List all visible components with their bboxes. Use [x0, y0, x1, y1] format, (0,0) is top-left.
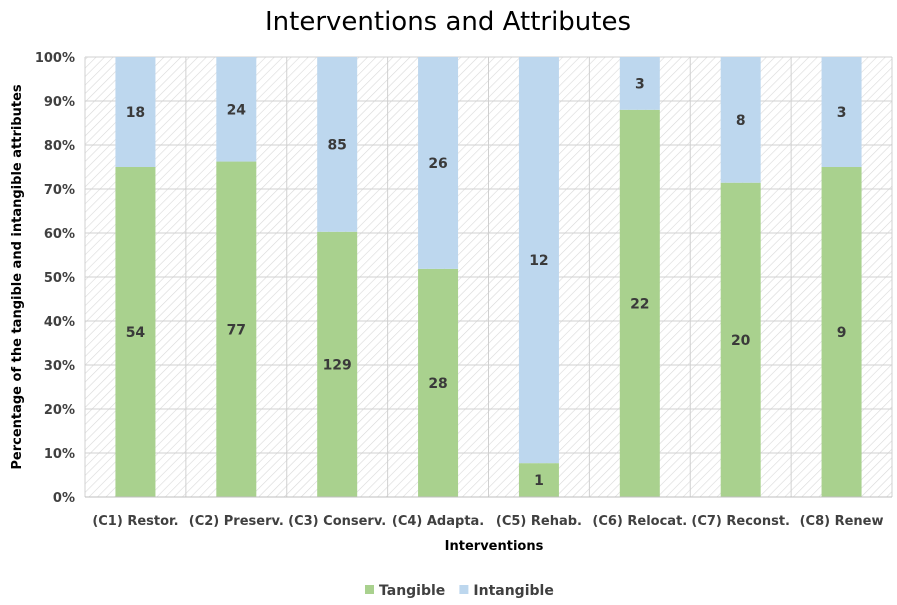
legend-swatch	[459, 585, 469, 594]
bar-tangible	[115, 167, 156, 497]
y-tick-label: 30%	[44, 359, 75, 374]
data-label: 12	[529, 253, 548, 269]
x-tick-label: (C2) Preserv.	[189, 514, 284, 529]
x-tick-label: (C6) Relocat.	[592, 514, 687, 529]
legend-label: Tangible	[379, 583, 445, 599]
bar-tangible	[821, 167, 862, 497]
bar-intangible	[821, 57, 862, 167]
bar-intangible	[720, 57, 761, 183]
legend-label: Intangible	[473, 583, 553, 599]
data-label: 18	[126, 105, 145, 121]
bar-tangible	[418, 268, 459, 497]
data-label: 3	[635, 76, 645, 92]
data-label: 8	[736, 113, 746, 129]
y-tick-label: 20%	[44, 403, 75, 418]
data-label: 85	[327, 137, 346, 153]
legend: Tangible Intangible	[365, 583, 554, 599]
data-label: 24	[227, 102, 247, 118]
data-label: 28	[428, 376, 447, 392]
y-tick-label: 40%	[44, 315, 75, 330]
data-label: 129	[323, 357, 352, 373]
bar-tangible	[720, 182, 761, 497]
bar-intangible	[317, 57, 358, 232]
bar-tangible	[518, 463, 559, 497]
bar-intangible	[418, 57, 459, 269]
y-tick-label: 10%	[44, 447, 75, 462]
bar-tangible	[317, 231, 358, 497]
bar-intangible	[619, 57, 660, 110]
legend-swatch	[365, 585, 374, 594]
bar-tangible	[619, 109, 660, 498]
x-tick-label: (C3) Conserv.	[288, 514, 386, 529]
x-tick-label: (C5) Rehab.	[496, 514, 582, 529]
data-label: 20	[731, 333, 751, 349]
x-axis-label: Interventions	[445, 539, 544, 554]
y-tick-label: 70%	[44, 183, 75, 198]
y-tick-label: 100%	[35, 51, 75, 66]
x-tick-label: (C7) Reconst.	[691, 514, 790, 529]
data-label: 3	[837, 105, 847, 121]
y-tick-label: 60%	[44, 227, 75, 242]
y-tick-label: 50%	[44, 271, 75, 286]
data-label: 77	[227, 322, 246, 338]
bar-intangible	[216, 57, 257, 162]
data-label: 9	[837, 325, 847, 341]
plot-area: 0%10%20%30%40%50%60%70%80%90%100%5418(C1…	[35, 51, 893, 529]
chart-title: Interventions and Attributes	[265, 7, 631, 37]
data-label: 54	[126, 325, 146, 341]
bar-intangible	[115, 57, 156, 167]
data-label: 22	[630, 296, 649, 312]
y-tick-label: 90%	[44, 95, 75, 110]
y-tick-label: 80%	[44, 139, 75, 154]
x-tick-label: (C4) Adapta.	[392, 514, 484, 529]
bar-tangible	[216, 161, 257, 498]
data-label: 26	[428, 156, 447, 172]
data-label: 1	[534, 473, 544, 489]
x-tick-label: (C8) Renew	[800, 514, 884, 529]
x-tick-label: (C1) Restor.	[92, 514, 178, 529]
y-tick-label: 0%	[53, 491, 75, 506]
bar-intangible	[518, 57, 559, 464]
y-axis-label: Percentage of the tangible and intangibl…	[10, 84, 25, 470]
